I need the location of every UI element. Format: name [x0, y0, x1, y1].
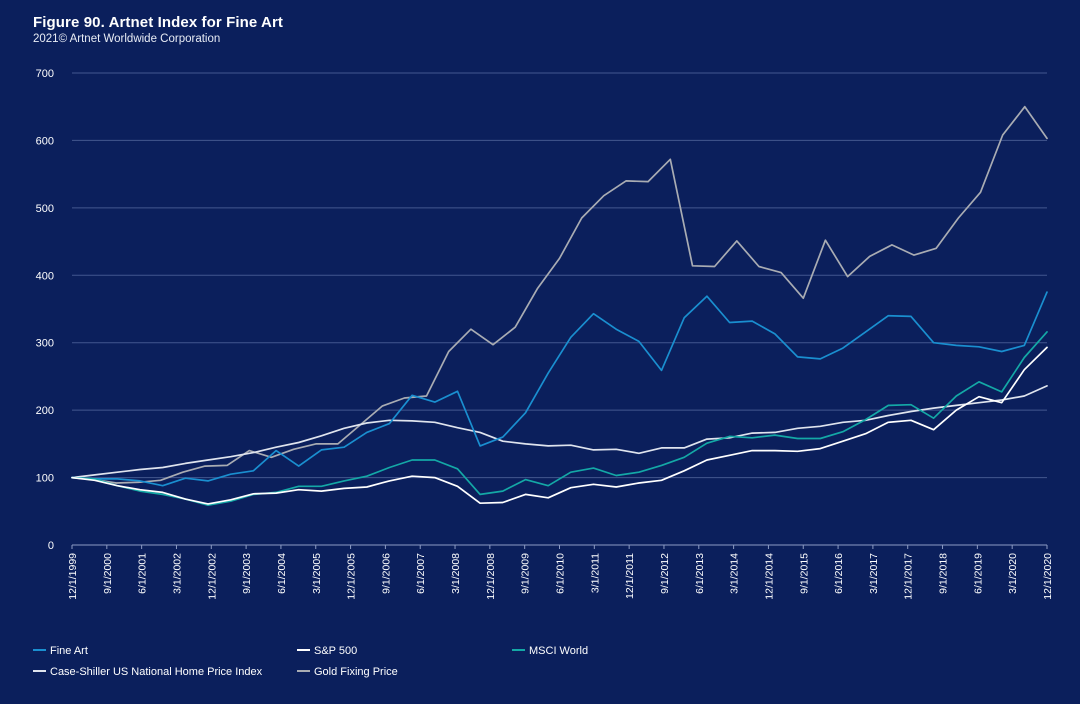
- x-tick-label: 3/1/2014: [729, 553, 741, 594]
- x-tick-label: 6/1/2010: [555, 553, 567, 594]
- y-tick-label: 300: [36, 338, 54, 350]
- y-tick-label: 700: [36, 68, 54, 80]
- x-tick-label: 6/1/2019: [972, 553, 984, 594]
- x-tick-label: 6/1/2007: [415, 553, 427, 594]
- x-tick-label: 6/1/2016: [833, 553, 845, 594]
- y-tick-label: 500: [36, 203, 54, 215]
- x-tick-label: 3/1/2005: [311, 553, 323, 594]
- series-line-s-and-p-500: [71, 346, 1048, 505]
- series-line-gold: [71, 105, 1048, 484]
- x-tick-label: 9/1/2000: [102, 553, 114, 594]
- legend-label-gold: Gold Fixing Price: [314, 666, 398, 678]
- legend-label-fine-art: Fine Art: [50, 645, 88, 657]
- x-tick-label: 3/1/2008: [450, 553, 462, 594]
- x-tick-label: 6/1/2004: [276, 553, 288, 594]
- y-tick-label: 100: [36, 473, 54, 485]
- gridlines: [72, 72, 1047, 546]
- x-tick-label: 3/1/2011: [589, 553, 601, 593]
- y-tick-label: 600: [36, 135, 54, 147]
- series-line-case-shiller: [71, 385, 1048, 479]
- series-line-fine-art: [71, 291, 1048, 487]
- legend-label-s-and-p-500: S&P 500: [314, 645, 357, 657]
- x-tick-label: 12/1/2008: [485, 553, 497, 600]
- x-tick-label: 12/1/2014: [763, 553, 775, 600]
- x-tick-label: 12/1/2011: [624, 553, 636, 599]
- x-tick-label: 9/1/2009: [520, 553, 532, 594]
- x-tick-label: 9/1/2015: [798, 553, 810, 594]
- x-tick-label: 9/1/2012: [659, 553, 671, 594]
- x-tick-label: 6/1/2001: [137, 553, 149, 594]
- y-axis-ticks: 0 100 200 300 400 500 600 700: [36, 68, 54, 552]
- x-tick-label: 12/1/2017: [903, 553, 915, 600]
- x-tick-label: 3/1/2002: [171, 553, 183, 594]
- chart-title: Figure 90. Artnet Index for Fine Art: [33, 14, 284, 31]
- x-tick-label: 3/1/2020: [1007, 553, 1019, 594]
- x-tick-label: 12/1/1999: [67, 553, 79, 600]
- x-tick-label: 9/1/2003: [241, 553, 253, 594]
- x-tick-label: 12/1/2020: [1042, 553, 1054, 600]
- x-tick-label: 12/1/2002: [206, 553, 218, 600]
- x-tick-label: 12/1/2005: [346, 553, 358, 600]
- x-axis-ticks: 12/1/1999 9/1/2000 6/1/2001 3/1/2002 12/1/20…: [67, 545, 1054, 600]
- y-tick-label: 400: [36, 270, 54, 282]
- y-tick-label: 200: [36, 405, 54, 417]
- x-tick-label: 9/1/2018: [938, 553, 950, 594]
- series-lines: [71, 105, 1048, 507]
- x-tick-label: 6/1/2013: [694, 553, 706, 594]
- legend-label-msci-world: MSCI World: [529, 645, 588, 657]
- x-tick-label: 3/1/2017: [868, 553, 880, 594]
- x-tick-label: 9/1/2006: [380, 553, 392, 594]
- legend: Fine Art S&P 500 MSCI World Case-Shiller US…: [33, 645, 588, 678]
- y-tick-label: 0: [48, 540, 54, 552]
- series-line-msci-world: [71, 331, 1048, 507]
- legend-label-case-shiller: Case-Shiller US National Home Price Inde…: [50, 666, 263, 678]
- chart-subtitle: 2021© Artnet Worldwide Corporation: [33, 33, 221, 45]
